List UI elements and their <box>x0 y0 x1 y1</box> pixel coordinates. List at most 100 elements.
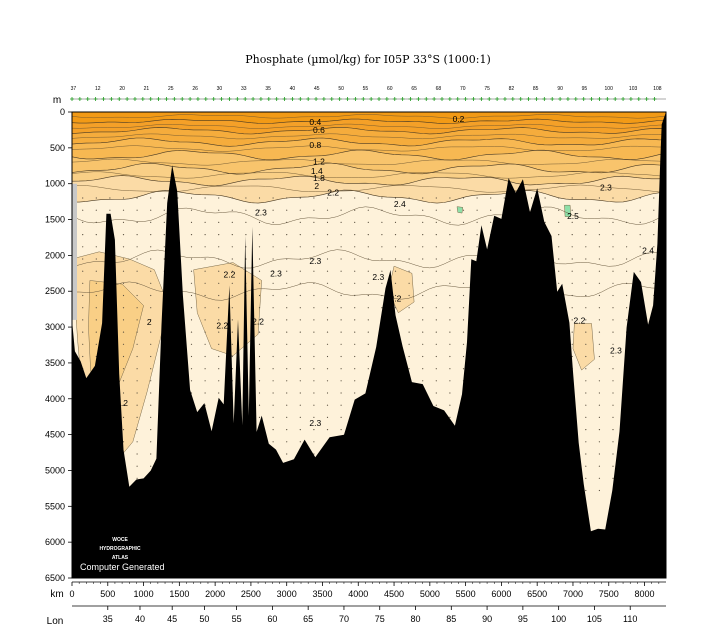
sample-dot <box>340 282 342 284</box>
sample-dot <box>272 319 274 321</box>
sample-dot <box>286 234 288 236</box>
contour-label: 2.3 <box>309 256 321 266</box>
sample-dot <box>626 307 628 309</box>
sample-dot <box>571 307 573 309</box>
station-cross <box>487 97 492 101</box>
sample-dot <box>231 355 233 358</box>
sample-dot <box>190 392 193 394</box>
sample-dot <box>394 234 397 236</box>
station-cross <box>85 97 90 101</box>
station-label: 45 <box>314 86 320 92</box>
contour-label: 0.6 <box>313 125 325 135</box>
station-label: 75 <box>484 86 490 92</box>
sample-dot <box>122 258 125 260</box>
sample-dot <box>150 319 152 321</box>
sample-dot <box>190 221 193 223</box>
sample-dot <box>272 294 274 297</box>
station-cross <box>290 97 295 101</box>
sample-dot <box>326 197 329 199</box>
sample-dot <box>163 246 165 248</box>
sample-dot <box>585 355 587 358</box>
sample-dot <box>313 319 315 321</box>
sample-dot <box>626 209 628 211</box>
sample-dot <box>354 331 356 333</box>
sample-dot <box>136 453 138 455</box>
contour-label: 2.3 <box>270 268 282 278</box>
sample-dot <box>612 270 614 272</box>
sample-dot <box>394 221 397 223</box>
depth-tick-label: 3000 <box>45 322 65 332</box>
sample-dot <box>490 197 492 199</box>
sample-dot <box>258 331 261 333</box>
sample-dot <box>286 368 288 370</box>
sample-dot <box>422 368 424 370</box>
sample-dot <box>326 343 329 345</box>
sample-dot <box>626 270 628 272</box>
contour-label: 2.4 <box>642 245 654 255</box>
contour-label: 2.2 <box>223 270 235 280</box>
sample-dot <box>598 441 601 443</box>
sample-dot <box>272 270 274 272</box>
station-cross <box>125 97 130 101</box>
sample-dot <box>394 246 397 248</box>
sample-dot <box>408 221 410 223</box>
sample-dot <box>571 258 573 260</box>
depth-unit-label: m <box>53 95 61 106</box>
sample-dot <box>136 197 138 199</box>
depth-tick-label: 3500 <box>45 358 65 368</box>
sample-dot <box>585 307 587 309</box>
sample-dot <box>612 209 614 211</box>
sample-dot <box>204 355 206 358</box>
sample-dot <box>598 489 601 492</box>
sample-dot <box>408 209 410 211</box>
sample-dot <box>340 404 342 406</box>
sample-dot <box>408 258 410 260</box>
sample-dot <box>272 234 274 236</box>
sample-dot <box>299 282 301 284</box>
station-cross <box>243 97 248 101</box>
sample-dot <box>136 319 138 321</box>
sample-dot <box>177 197 179 199</box>
sample-dot <box>354 258 356 260</box>
sample-dot <box>204 282 206 284</box>
sample-dot <box>394 270 397 272</box>
sample-dot <box>653 234 655 236</box>
sample-dot <box>231 343 233 345</box>
sample-dot <box>354 282 356 284</box>
sample-dot <box>136 209 138 211</box>
sample-dot <box>653 270 655 272</box>
sample-dot <box>326 282 329 284</box>
sample-dot <box>218 331 220 333</box>
sample-dot <box>299 343 301 345</box>
station-cross <box>432 97 437 101</box>
sample-dot <box>435 343 437 345</box>
station-cross <box>369 97 374 101</box>
sample-dot <box>585 258 587 260</box>
sample-dot <box>408 294 410 297</box>
sample-dot <box>272 429 274 431</box>
longitude-tick-label: 35 <box>103 614 113 624</box>
phosphate-band-6 <box>72 175 666 204</box>
sample-dot <box>571 331 573 333</box>
watermark-line-3: ATLAS <box>112 555 129 561</box>
sample-dot <box>598 429 601 431</box>
sample-dot <box>612 416 614 418</box>
sample-dot <box>340 331 342 333</box>
station-cross <box>502 97 507 101</box>
sample-dot <box>449 392 451 394</box>
sample-dot <box>150 416 152 418</box>
distance-tick-label: 2000 <box>205 589 225 599</box>
sample-dot <box>95 234 97 236</box>
station-cross <box>101 97 106 101</box>
sample-dot <box>326 380 329 382</box>
station-cross <box>439 97 444 101</box>
sample-dot <box>544 209 546 211</box>
sample-dot <box>340 355 342 358</box>
sample-dot <box>340 234 342 236</box>
sample-dot <box>218 221 220 223</box>
sample-dot <box>354 392 356 394</box>
station-label: 25 <box>168 86 174 92</box>
sample-dot <box>585 270 587 272</box>
sample-dot <box>340 209 342 211</box>
longitude-tick-label: 75 <box>375 614 385 624</box>
